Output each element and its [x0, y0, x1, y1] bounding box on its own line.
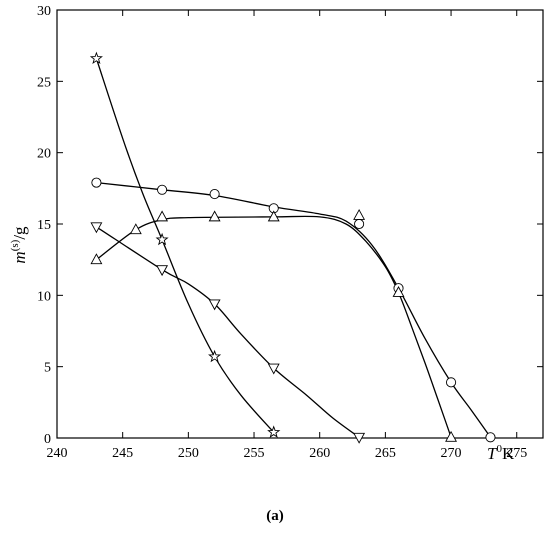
- x-axis-label: T0K: [487, 443, 515, 463]
- y-axis-label: m(s)/g: [9, 226, 29, 264]
- data-point-circle: [157, 184, 168, 195]
- data-point-triangle-up: [392, 286, 405, 297]
- data-point-star: [208, 349, 222, 363]
- data-point-triangle-down: [267, 363, 280, 375]
- x-tick-label: 240: [47, 446, 68, 461]
- data-point-triangle-down: [353, 432, 366, 444]
- data-point-circle: [446, 377, 457, 388]
- data-point-triangle-up: [353, 209, 366, 220]
- x-tick-label: 250: [178, 446, 199, 461]
- series-markers: [89, 51, 496, 444]
- data-point-circle: [354, 218, 365, 230]
- x-tick-label: 265: [375, 446, 396, 461]
- y-tick-label: 20: [37, 147, 51, 162]
- y-tick-label: 5: [44, 361, 51, 376]
- plot-frame: [56, 9, 544, 439]
- series-curves: [95, 58, 492, 438]
- x-tick-label: 255: [244, 446, 265, 461]
- data-point-triangle-up: [156, 210, 169, 222]
- data-point-triangle-up: [445, 430, 458, 442]
- data-point-circle: [485, 432, 496, 443]
- data-point-star: [155, 232, 169, 246]
- x-tick-label: 245: [112, 446, 133, 461]
- x-tick-label: 260: [309, 446, 330, 461]
- data-point-triangle-up: [90, 253, 103, 265]
- data-point-triangle-up: [267, 210, 280, 222]
- y-tick-label: 25: [37, 75, 51, 90]
- y-tick-label: 10: [37, 289, 51, 304]
- data-point-star: [89, 51, 103, 65]
- series-line-star: [95, 58, 275, 433]
- y-tick-label: 30: [37, 4, 51, 19]
- data-point-triangle-down: [156, 265, 169, 277]
- x-tick-label: 275: [506, 446, 527, 461]
- data-point-triangle-down: [208, 299, 221, 311]
- data-point-triangle-up: [129, 223, 142, 235]
- axis-ticks: 240 245 250 255 260 265 270 275 0 5 10 15 20 25 30: [37, 4, 543, 461]
- y-tick-label: 15: [37, 218, 51, 233]
- y-tick-label: 0: [44, 432, 51, 447]
- data-point-star: [267, 425, 281, 438]
- figure-caption: (a): [266, 508, 284, 524]
- x-tick-label: 270: [441, 446, 462, 461]
- data-point-circle: [91, 177, 102, 188]
- series-line-triangle-down: [96, 226, 360, 438]
- data-point-circle: [209, 188, 220, 200]
- data-point-triangle-down: [90, 222, 103, 234]
- series-line-triangle-up: [96, 215, 452, 438]
- data-point-triangle-up: [208, 210, 221, 222]
